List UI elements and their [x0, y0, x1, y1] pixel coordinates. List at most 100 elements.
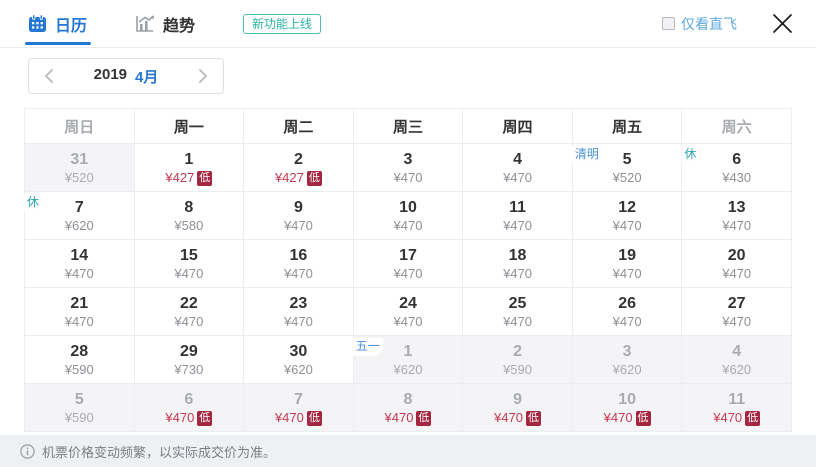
price-line: ¥470: [682, 265, 791, 282]
calendar-cell[interactable]: 20 ¥470: [681, 239, 792, 288]
prev-month-button[interactable]: [41, 66, 57, 86]
calendar-cell[interactable]: 12 ¥470: [571, 191, 683, 240]
date-number: 7: [74, 198, 84, 216]
price-value: ¥590: [503, 361, 532, 377]
calendar-cell[interactable]: 五一 1 ¥620: [352, 335, 464, 384]
weekday-header: 周四: [462, 108, 573, 144]
price-line: ¥620: [25, 217, 134, 234]
checkbox-icon[interactable]: [662, 17, 675, 30]
calendar-cell[interactable]: 14 ¥470: [24, 239, 135, 288]
low-price-badge: 低: [745, 410, 761, 426]
rest-day-tag: 休: [681, 146, 701, 164]
date-number: 10: [399, 198, 417, 216]
price-line: ¥470: [25, 265, 134, 282]
price-value: ¥470: [174, 313, 204, 329]
date-number: 22: [179, 294, 198, 312]
calendar-cell[interactable]: 3 ¥470: [352, 143, 464, 192]
price-line: ¥470 低: [682, 409, 791, 426]
direct-only-label: 仅看直飞: [681, 15, 737, 32]
calendar-cell[interactable]: 清明 5 ¥520: [571, 143, 683, 192]
price-line: ¥470: [354, 169, 463, 186]
calendar-cell[interactable]: 17 ¥470: [352, 239, 464, 288]
price-line: ¥470: [463, 217, 572, 234]
calendar-cell[interactable]: 休 6 ¥430: [681, 143, 792, 192]
weekday-header: 周三: [352, 108, 464, 144]
calendar-cell[interactable]: 6 ¥470 低: [133, 383, 245, 432]
date-number: 28: [70, 342, 89, 360]
date-number: 3: [403, 150, 413, 168]
price-line: ¥520: [25, 169, 134, 186]
calendar-cell[interactable]: 8 ¥580: [133, 191, 245, 240]
direct-only-toggle[interactable]: 仅看直飞: [662, 14, 737, 34]
calendar-cell[interactable]: 2 ¥590: [462, 335, 573, 384]
price-value: ¥580: [174, 217, 204, 233]
price-value: ¥590: [64, 361, 94, 377]
price-line: ¥620: [682, 361, 791, 378]
tab-trend[interactable]: 趋势: [135, 0, 195, 47]
calendar-cell[interactable]: 11 ¥470 低: [681, 383, 792, 432]
weekday-header: 周五: [571, 108, 683, 144]
calendar-cell[interactable]: 10 ¥470: [352, 191, 464, 240]
holiday-tag: 清明: [571, 146, 603, 164]
price-line: ¥470: [244, 313, 353, 330]
close-icon[interactable]: [771, 12, 794, 35]
calendar-cell[interactable]: 4 ¥620: [681, 335, 792, 384]
calendar-cell[interactable]: 15 ¥470: [133, 239, 245, 288]
price-line: ¥470 低: [244, 409, 353, 426]
calendar-cell[interactable]: 23 ¥470: [243, 287, 354, 336]
calendar-cell[interactable]: 13 ¥470: [681, 191, 792, 240]
calendar-cell[interactable]: 4 ¥470: [462, 143, 573, 192]
date-number: 26: [618, 294, 636, 312]
date-number: 16: [289, 246, 308, 264]
calendar-cell[interactable]: 18 ¥470: [462, 239, 573, 288]
price-value: ¥620: [64, 217, 94, 233]
date-number: 10: [618, 390, 636, 408]
price-line: ¥470 低: [573, 409, 682, 426]
low-price-badge: 低: [306, 410, 322, 426]
price-value: ¥470: [713, 409, 743, 425]
price-value: ¥620: [722, 361, 752, 377]
calendar-cell[interactable]: 2 ¥427 低: [243, 143, 354, 192]
tab-calendar[interactable]: 日历: [25, 0, 91, 47]
calendar-cell[interactable]: 16 ¥470: [243, 239, 354, 288]
price-line: ¥470 低: [135, 409, 244, 426]
calendar-cell[interactable]: 25 ¥470: [462, 287, 573, 336]
calendar-cell[interactable]: 19 ¥470: [571, 239, 683, 288]
price-line: ¥470: [463, 169, 572, 186]
calendar-cell[interactable]: 28 ¥590: [24, 335, 135, 384]
calendar-cell[interactable]: 10 ¥470 低: [571, 383, 683, 432]
calendar-cell[interactable]: 休 7 ¥620: [24, 191, 135, 240]
date-number: 5: [74, 390, 84, 408]
calendar-cell[interactable]: 9 ¥470: [243, 191, 354, 240]
price-line: ¥590: [25, 409, 134, 426]
calendar-cell[interactable]: 27 ¥470: [681, 287, 792, 336]
calendar-cell[interactable]: 8 ¥470 低: [352, 383, 464, 432]
calendar-row: 21 ¥470 22 ¥470 23 ¥470 24 ¥470 25 ¥470 26 ¥470 27 ¥4…: [24, 287, 792, 336]
low-price-badge: 低: [197, 170, 213, 186]
calendar-cell[interactable]: 26 ¥470: [571, 287, 683, 336]
calendar-cell[interactable]: 3 ¥620: [571, 335, 683, 384]
trend-icon: [135, 14, 155, 33]
calendar-cell[interactable]: 21 ¥470: [24, 287, 135, 336]
next-month-button[interactable]: [195, 66, 211, 86]
calendar-cell[interactable]: 31 ¥520: [24, 143, 135, 192]
price-value: ¥470: [165, 409, 195, 425]
calendar-cell[interactable]: 22 ¥470: [133, 287, 245, 336]
price-line: ¥470: [25, 313, 134, 330]
calendar-cell[interactable]: 1 ¥427 低: [133, 143, 245, 192]
calendar-row: 28 ¥590 29 ¥730 30 ¥620 五一 1 ¥620 2 ¥590 3 ¥620 4 ¥620: [24, 335, 792, 384]
price-line: ¥620: [244, 361, 353, 378]
calendar-row: 14 ¥470 15 ¥470 16 ¥470 17 ¥470 18 ¥470 19 ¥470 20 ¥4…: [24, 239, 792, 288]
calendar-cell[interactable]: 5 ¥590: [24, 383, 135, 432]
date-number: 23: [289, 294, 308, 312]
calendar-cell[interactable]: 11 ¥470: [462, 191, 573, 240]
calendar-cell[interactable]: 24 ¥470: [352, 287, 464, 336]
price-value: ¥470: [64, 265, 94, 281]
calendar-cell[interactable]: 29 ¥730: [133, 335, 245, 384]
calendar-cell[interactable]: 7 ¥470 低: [243, 383, 354, 432]
topbar-right: 仅看直飞: [662, 12, 794, 35]
price-value: ¥470: [393, 217, 423, 233]
date-number: 11: [728, 390, 746, 408]
calendar-cell[interactable]: 9 ¥470 低: [462, 383, 573, 432]
calendar-cell[interactable]: 30 ¥620: [243, 335, 354, 384]
